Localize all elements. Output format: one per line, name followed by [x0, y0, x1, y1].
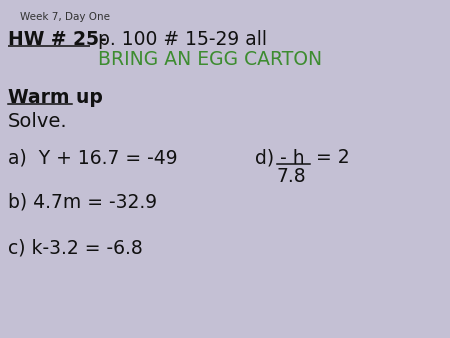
Text: BRING AN EGG CARTON: BRING AN EGG CARTON	[98, 50, 322, 69]
Text: d) - h: d) - h	[255, 148, 305, 167]
Text: b) 4.7m = -32.9: b) 4.7m = -32.9	[8, 192, 157, 211]
Text: 7.8: 7.8	[277, 167, 306, 186]
Text: a)  Y + 16.7 = -49: a) Y + 16.7 = -49	[8, 148, 178, 167]
Text: Week 7, Day One: Week 7, Day One	[20, 12, 110, 22]
Text: c) k-3.2 = -6.8: c) k-3.2 = -6.8	[8, 238, 143, 257]
Text: HW # 25-: HW # 25-	[8, 30, 107, 49]
Text: Warm up: Warm up	[8, 88, 103, 107]
Text: p. 100 # 15-29 all: p. 100 # 15-29 all	[98, 30, 267, 49]
Text: Solve.: Solve.	[8, 112, 68, 131]
Text: = 2: = 2	[310, 148, 350, 167]
